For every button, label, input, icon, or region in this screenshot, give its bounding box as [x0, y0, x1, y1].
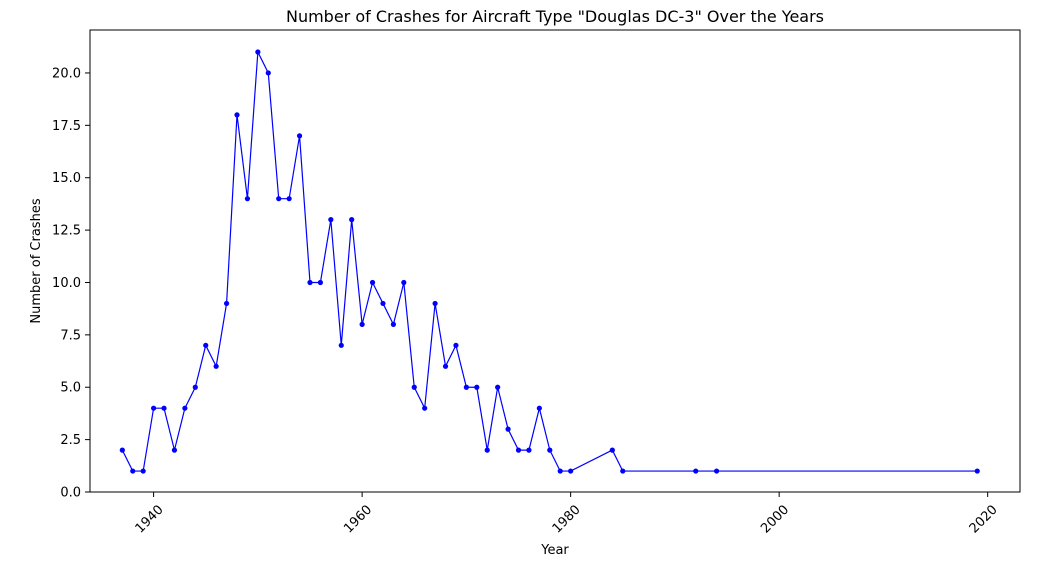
data-point: [484, 447, 490, 453]
data-point: [547, 447, 553, 453]
y-tick-label: 17.5: [52, 119, 81, 134]
y-tick-label: 20.0: [52, 66, 81, 81]
data-point: [171, 447, 178, 453]
data-point: [161, 405, 167, 411]
data-point: [349, 217, 355, 223]
y-tick-label: 2.5: [60, 433, 81, 448]
y-tick-label: 15.0: [52, 171, 81, 186]
series-line: [121, 49, 978, 472]
y-tick-label: 7.5: [60, 328, 81, 343]
x-tick-label: 2020: [967, 502, 1001, 536]
data-point: [265, 70, 271, 76]
data-point: [401, 279, 407, 286]
data-point: [317, 279, 324, 286]
x-tick-label: 1940: [133, 502, 167, 536]
data-point: [536, 405, 542, 411]
data-point: [380, 300, 386, 307]
data-point: [276, 196, 282, 202]
data-point: [495, 384, 501, 390]
data-point: [422, 405, 428, 411]
data-point: [463, 384, 469, 390]
data-point: [223, 300, 230, 307]
x-tick-label: 1960: [341, 502, 375, 536]
data-point: [369, 279, 376, 286]
data-point: [151, 405, 157, 411]
data-point: [714, 468, 720, 474]
data-point: [359, 321, 365, 327]
y-axis: 0.0 2.5 5.0 7.5 10.0 12.5 15.0 17.5 20.0: [52, 66, 90, 501]
x-axis: 1940 1960 1980 2000 2020: [133, 492, 1001, 536]
data-point: [453, 342, 459, 348]
data-point: [192, 384, 198, 390]
data-point: [515, 447, 522, 453]
data-point: [390, 321, 396, 327]
data-point: [526, 447, 532, 453]
data-point: [328, 217, 334, 223]
data-point: [474, 384, 480, 390]
data-point: [693, 468, 699, 474]
x-axis-label: Year: [540, 543, 569, 558]
x-tick-label: 1980: [550, 502, 584, 536]
data-point: [255, 49, 261, 55]
data-point: [203, 342, 209, 348]
data-point: [307, 279, 313, 286]
x-tick-label: 2000: [758, 502, 792, 536]
data-point: [338, 342, 344, 348]
y-tick-label: 5.0: [60, 381, 81, 396]
data-point: [296, 133, 303, 139]
data-point: [609, 447, 615, 453]
data-point: [244, 196, 251, 202]
data-point: [557, 468, 563, 474]
data-point: [411, 384, 417, 390]
data-point: [505, 426, 511, 432]
y-tick-label: 12.5: [52, 224, 81, 239]
data-point: [568, 468, 574, 474]
data-point: [974, 468, 980, 474]
data-point: [119, 447, 125, 453]
data-point: [182, 405, 188, 411]
data-point: [140, 468, 146, 474]
data-point: [432, 300, 438, 307]
plot-frame: [89, 29, 1021, 493]
data-point: [130, 468, 136, 474]
data-point: [286, 196, 292, 202]
data-point: [234, 112, 240, 118]
y-tick-label: 10.0: [52, 276, 81, 291]
y-tick-label: 0.0: [60, 486, 81, 501]
data-point: [620, 468, 626, 474]
data-point: [213, 363, 219, 369]
y-axis-label: Number of Crashes: [29, 198, 44, 323]
chart-title: Number of Crashes for Aircraft Type "Dou…: [286, 7, 824, 26]
plot-area: [89, 29, 1021, 493]
data-point: [442, 363, 449, 369]
